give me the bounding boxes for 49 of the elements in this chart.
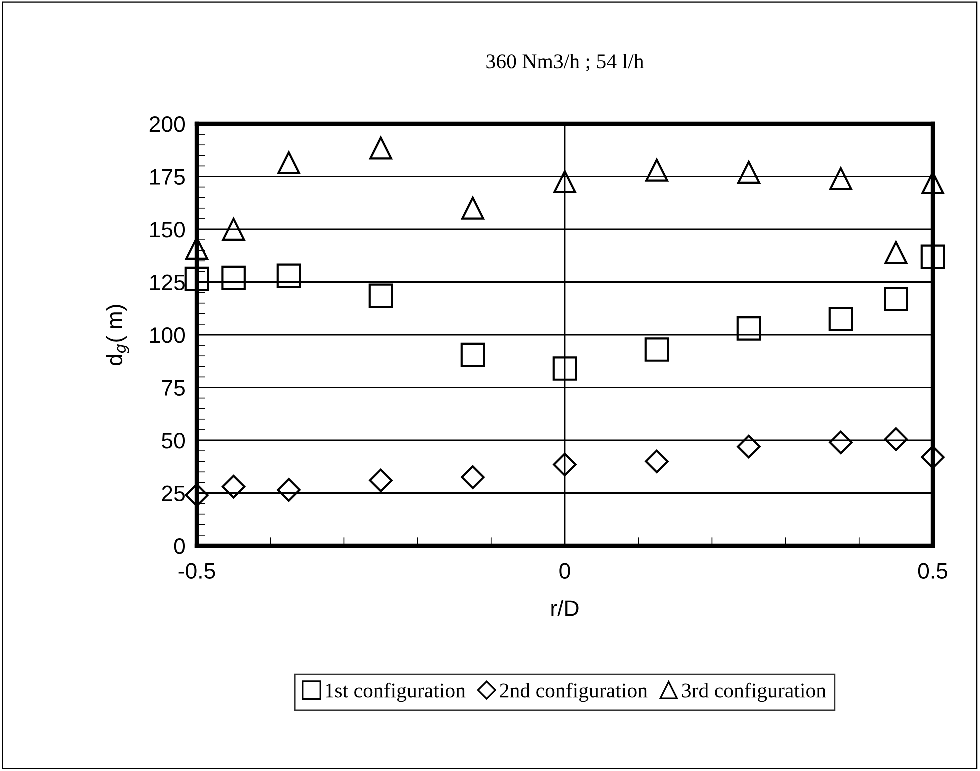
y-tick-label: 0 bbox=[174, 538, 186, 554]
chart-title: 360 Nm3/h ; 54 l/h bbox=[486, 54, 644, 72]
point bbox=[222, 266, 246, 290]
point bbox=[222, 475, 246, 499]
legend-label: 3rd configuration bbox=[682, 682, 826, 702]
point bbox=[884, 241, 908, 264]
y-tick-label: 125 bbox=[150, 274, 185, 291]
point bbox=[829, 430, 853, 454]
point bbox=[738, 161, 760, 184]
point bbox=[277, 478, 301, 502]
y-tick-label: 100 bbox=[150, 328, 186, 344]
point bbox=[461, 466, 485, 490]
y-tick-label: 175 bbox=[150, 170, 185, 186]
y-tick-label: 75 bbox=[162, 380, 185, 396]
y-tick-label: 50 bbox=[162, 433, 186, 449]
point bbox=[553, 452, 577, 477]
x-axis-title: r/D bbox=[552, 600, 579, 616]
point bbox=[828, 307, 854, 332]
point bbox=[884, 428, 908, 452]
y-tick-label: 200 bbox=[150, 116, 186, 132]
legend-label: 2nd configuration bbox=[500, 682, 648, 702]
x-tick-label: 0 bbox=[560, 563, 570, 579]
y-axis-title: d$_{g}$( m) bbox=[106, 305, 130, 366]
point bbox=[830, 167, 852, 190]
point bbox=[644, 338, 670, 362]
point bbox=[368, 284, 394, 308]
point bbox=[884, 286, 908, 312]
y-tick-label: 150 bbox=[150, 222, 186, 238]
point bbox=[554, 170, 576, 194]
point bbox=[921, 446, 945, 470]
point bbox=[370, 136, 392, 160]
point bbox=[646, 158, 668, 182]
point bbox=[645, 450, 669, 474]
point bbox=[185, 484, 209, 508]
legend-label: 1st configuration bbox=[326, 682, 466, 702]
point bbox=[276, 264, 302, 288]
point bbox=[222, 218, 246, 241]
x-tick-label: -0.5 bbox=[178, 563, 216, 579]
x-tick-label: 0.5 bbox=[918, 563, 948, 579]
point bbox=[278, 152, 300, 174]
point bbox=[184, 266, 210, 292]
point bbox=[369, 468, 393, 492]
point bbox=[462, 196, 484, 220]
point bbox=[920, 244, 946, 270]
point bbox=[552, 356, 578, 381]
point bbox=[737, 434, 761, 459]
point bbox=[460, 342, 486, 368]
point bbox=[736, 316, 762, 341]
y-tick-label: 25 bbox=[162, 486, 185, 502]
